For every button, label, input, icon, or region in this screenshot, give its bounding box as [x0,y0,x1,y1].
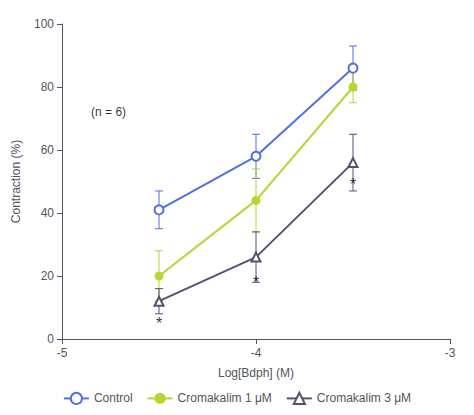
svg-text:20: 20 [41,269,55,283]
svg-text:Log[Bdph] (M): Log[Bdph] (M) [218,366,294,380]
svg-text:-4: -4 [251,346,262,360]
svg-text:*: * [156,315,162,332]
svg-text:100: 100 [34,17,54,31]
svg-text:Control: Control [94,391,133,405]
svg-text:60: 60 [41,143,55,157]
svg-text:-5: -5 [57,346,68,360]
svg-text:Cromakalim 3 μM: Cromakalim 3 μM [317,391,411,405]
svg-text:0: 0 [47,332,54,346]
svg-text:-3: -3 [445,346,456,360]
svg-text:40: 40 [41,206,55,220]
svg-text:Cromakalim 1 μM: Cromakalim 1 μM [178,391,272,405]
svg-text:(n = 6): (n = 6) [91,105,126,119]
svg-text:*: * [253,274,259,291]
svg-text:*: * [350,176,356,193]
svg-text:Contraction (%): Contraction (%) [9,140,23,223]
svg-text:80: 80 [41,80,55,94]
